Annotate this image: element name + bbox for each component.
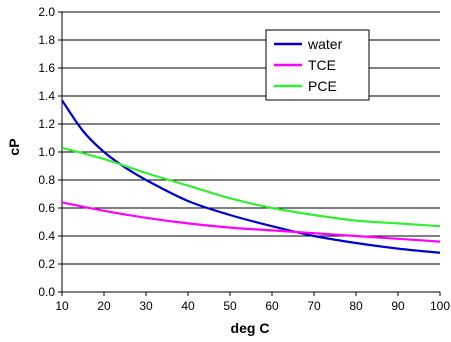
- x-tick-label: 80: [349, 299, 363, 313]
- x-tick-label: 10: [55, 299, 69, 313]
- x-tick-label: 20: [97, 299, 111, 313]
- y-tick-label: 0.4: [38, 229, 55, 243]
- axes: 0.0 0.2 0.4 0.6 0.8 1.0 1.2 1.4 1.6 1.8 2.0 10 20 30 4…: [38, 5, 450, 313]
- series-line-tce: [61, 201, 441, 243]
- x-tick-label: 50: [223, 299, 237, 313]
- x-axis-title: deg C: [231, 320, 270, 336]
- legend-label-tce: TCE: [308, 57, 336, 73]
- y-tick-label: 1.4: [38, 89, 55, 103]
- y-tick-label: 0.0: [38, 285, 55, 299]
- y-tick-label: 2.0: [38, 5, 55, 19]
- y-tick-label: 0.8: [38, 173, 55, 187]
- legend: water TCE PCE: [265, 29, 370, 101]
- y-tick-label: 1.8: [38, 33, 55, 47]
- y-tick-label: 1.6: [38, 61, 55, 75]
- legend-label-water: water: [307, 36, 343, 52]
- y-axis-title: cP: [6, 138, 22, 155]
- series-line-pce: [61, 146, 441, 228]
- y-tick-label: 0.6: [38, 201, 55, 215]
- series-line-water: [61, 99, 441, 254]
- legend-label-pce: PCE: [308, 78, 337, 94]
- y-tick-label: 1.2: [38, 117, 55, 131]
- x-tick-label: 40: [181, 299, 195, 313]
- x-tick-label: 60: [265, 299, 279, 313]
- x-tick-label: 30: [139, 299, 153, 313]
- y-tick-label: 1.0: [38, 145, 55, 159]
- x-tick-label: 70: [307, 299, 321, 313]
- y-tick-label: 0.2: [38, 257, 55, 271]
- x-tick-label: 90: [391, 299, 405, 313]
- grid-lines: [62, 11, 440, 265]
- x-tick-label: 100: [430, 299, 450, 313]
- series-lines: [61, 99, 441, 254]
